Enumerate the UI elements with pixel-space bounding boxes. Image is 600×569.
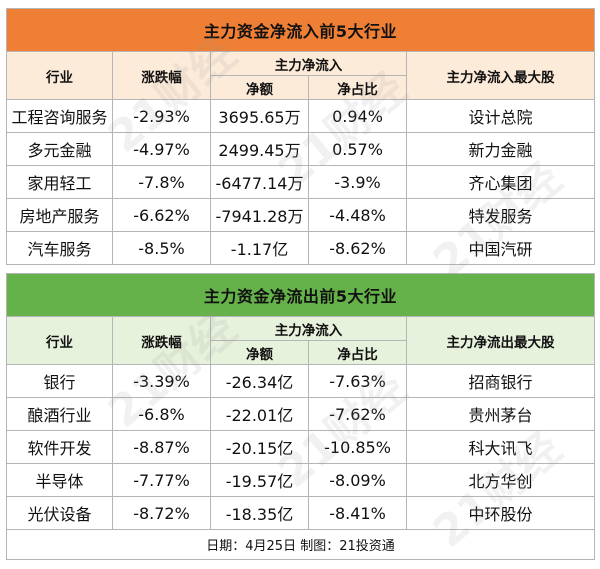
outflow-cell-change: -8.72% [112,496,211,530]
outflow-table-row: 酿酒行业 -6.8% -22.01亿 -7.62% 贵州茅台 [6,397,595,431]
outflow-cell-stock: 招商银行 [406,364,595,398]
inflow-cell-industry: 汽车服务 [6,231,113,265]
inflow-table-row: 工程咨询服务 -2.93% 3695.65万 0.94% 设计总院 [6,99,595,133]
outflow-cell-change: -8.87% [112,430,211,464]
outflow-cell-industry: 光伏设备 [6,496,113,530]
outflow-header-industry: 行业 [6,316,113,365]
outflow-cell-ratio: -7.63% [308,364,407,398]
outflow-table-row: 半导体 -7.77% -19.57亿 -8.09% 北方华创 [6,463,595,497]
outflow-cell-amount: -22.01亿 [210,397,309,431]
inflow-rows: 工程咨询服务 -2.93% 3695.65万 0.94% 设计总院 多元金融 -4.97% 2… [6,99,595,265]
outflow-cell-stock: 北方华创 [406,463,595,497]
outflow-cell-ratio: -8.09% [308,463,407,497]
inflow-cell-change: -7.8% [112,165,211,199]
inflow-cell-change: -6.62% [112,198,211,232]
outflow-cell-industry: 银行 [6,364,113,398]
inflow-table-row: 房地产服务 -6.62% -7941.28万 -4.48% 特发服务 [6,198,595,232]
inflow-header-main-net: 主力净流入 [210,51,407,76]
outflow-table-row: 银行 -3.39% -26.34亿 -7.63% 招商银行 [6,364,595,398]
inflow-cell-stock: 设计总院 [406,99,595,133]
outflow-cell-change: -3.39% [112,364,211,398]
inflow-header-change: 涨跌幅 [112,51,211,100]
inflow-cell-ratio: 0.94% [308,99,407,133]
inflow-cell-amount: -6477.14万 [210,165,309,199]
outflow-cell-industry: 半导体 [6,463,113,497]
inflow-table: 主力资金净流入前5大行业 行业 涨跌幅 主力净流入 主力净流入最大股 净额 净占… [6,8,595,265]
inflow-cell-amount: -1.17亿 [210,231,309,265]
inflow-cell-industry: 家用轻工 [6,165,113,199]
outflow-table: 主力资金净流出前5大行业 行业 涨跌幅 主力净流入 主力净流出最大股 净额 净占… [6,273,595,560]
inflow-cell-amount: 2499.45万 [210,132,309,166]
outflow-cell-stock: 中环股份 [406,496,595,530]
inflow-cell-ratio: -3.9% [308,165,407,199]
inflow-cell-amount: -7941.28万 [210,198,309,232]
outflow-cell-amount: -18.35亿 [210,496,309,530]
inflow-cell-ratio: 0.57% [308,132,407,166]
inflow-table-row: 多元金融 -4.97% 2499.45万 0.57% 新力金融 [6,132,595,166]
inflow-table-row: 汽车服务 -8.5% -1.17亿 -8.62% 中国汽研 [6,231,595,265]
outflow-cell-amount: -20.15亿 [210,430,309,464]
inflow-cell-stock: 特发服务 [406,198,595,232]
outflow-cell-stock: 科大讯飞 [406,430,595,464]
outflow-table-row: 光伏设备 -8.72% -18.35亿 -8.41% 中环股份 [6,496,595,530]
outflow-header-top-stock: 主力净流出最大股 [406,316,595,365]
outflow-header-main-net: 主力净流入 [210,316,407,341]
inflow-cell-industry: 多元金融 [6,132,113,166]
outflow-cell-industry: 酿酒行业 [6,397,113,431]
inflow-cell-amount: 3695.65万 [210,99,309,133]
inflow-cell-ratio: -4.48% [308,198,407,232]
outflow-cell-ratio: -7.62% [308,397,407,431]
inflow-cell-change: -2.93% [112,99,211,133]
inflow-header-net-ratio: 净占比 [308,75,407,100]
outflow-cell-ratio: -8.41% [308,496,407,530]
inflow-title: 主力资金净流入前5大行业 [6,8,595,52]
inflow-cell-industry: 工程咨询服务 [6,99,113,133]
outflow-header-change: 涨跌幅 [112,316,211,365]
inflow-header-industry: 行业 [6,51,113,100]
inflow-cell-change: -8.5% [112,231,211,265]
inflow-cell-change: -4.97% [112,132,211,166]
inflow-cell-stock: 齐心集团 [406,165,595,199]
inflow-header-net-amount: 净额 [210,75,309,100]
inflow-cell-ratio: -8.62% [308,231,407,265]
outflow-cell-change: -7.77% [112,463,211,497]
outflow-cell-change: -6.8% [112,397,211,431]
outflow-cell-amount: -26.34亿 [210,364,309,398]
outflow-title: 主力资金净流出前5大行业 [6,273,595,317]
outflow-header-net-ratio: 净占比 [308,340,407,365]
outflow-cell-amount: -19.57亿 [210,463,309,497]
inflow-cell-stock: 新力金融 [406,132,595,166]
inflow-table-row: 家用轻工 -7.8% -6477.14万 -3.9% 齐心集团 [6,165,595,199]
outflow-rows: 银行 -3.39% -26.34亿 -7.63% 招商银行 酿酒行业 -6.8% -22.01… [6,364,595,530]
outflow-cell-stock: 贵州茅台 [406,397,595,431]
outflow-header-net-amount: 净额 [210,340,309,365]
footer-caption: 日期：4月25日 制图：21投资通 [6,529,595,560]
outflow-cell-ratio: -10.85% [308,430,407,464]
outflow-table-row: 软件开发 -8.87% -20.15亿 -10.85% 科大讯飞 [6,430,595,464]
inflow-header-top-stock: 主力净流入最大股 [406,51,595,100]
outflow-cell-industry: 软件开发 [6,430,113,464]
inflow-cell-industry: 房地产服务 [6,198,113,232]
inflow-cell-stock: 中国汽研 [406,231,595,265]
